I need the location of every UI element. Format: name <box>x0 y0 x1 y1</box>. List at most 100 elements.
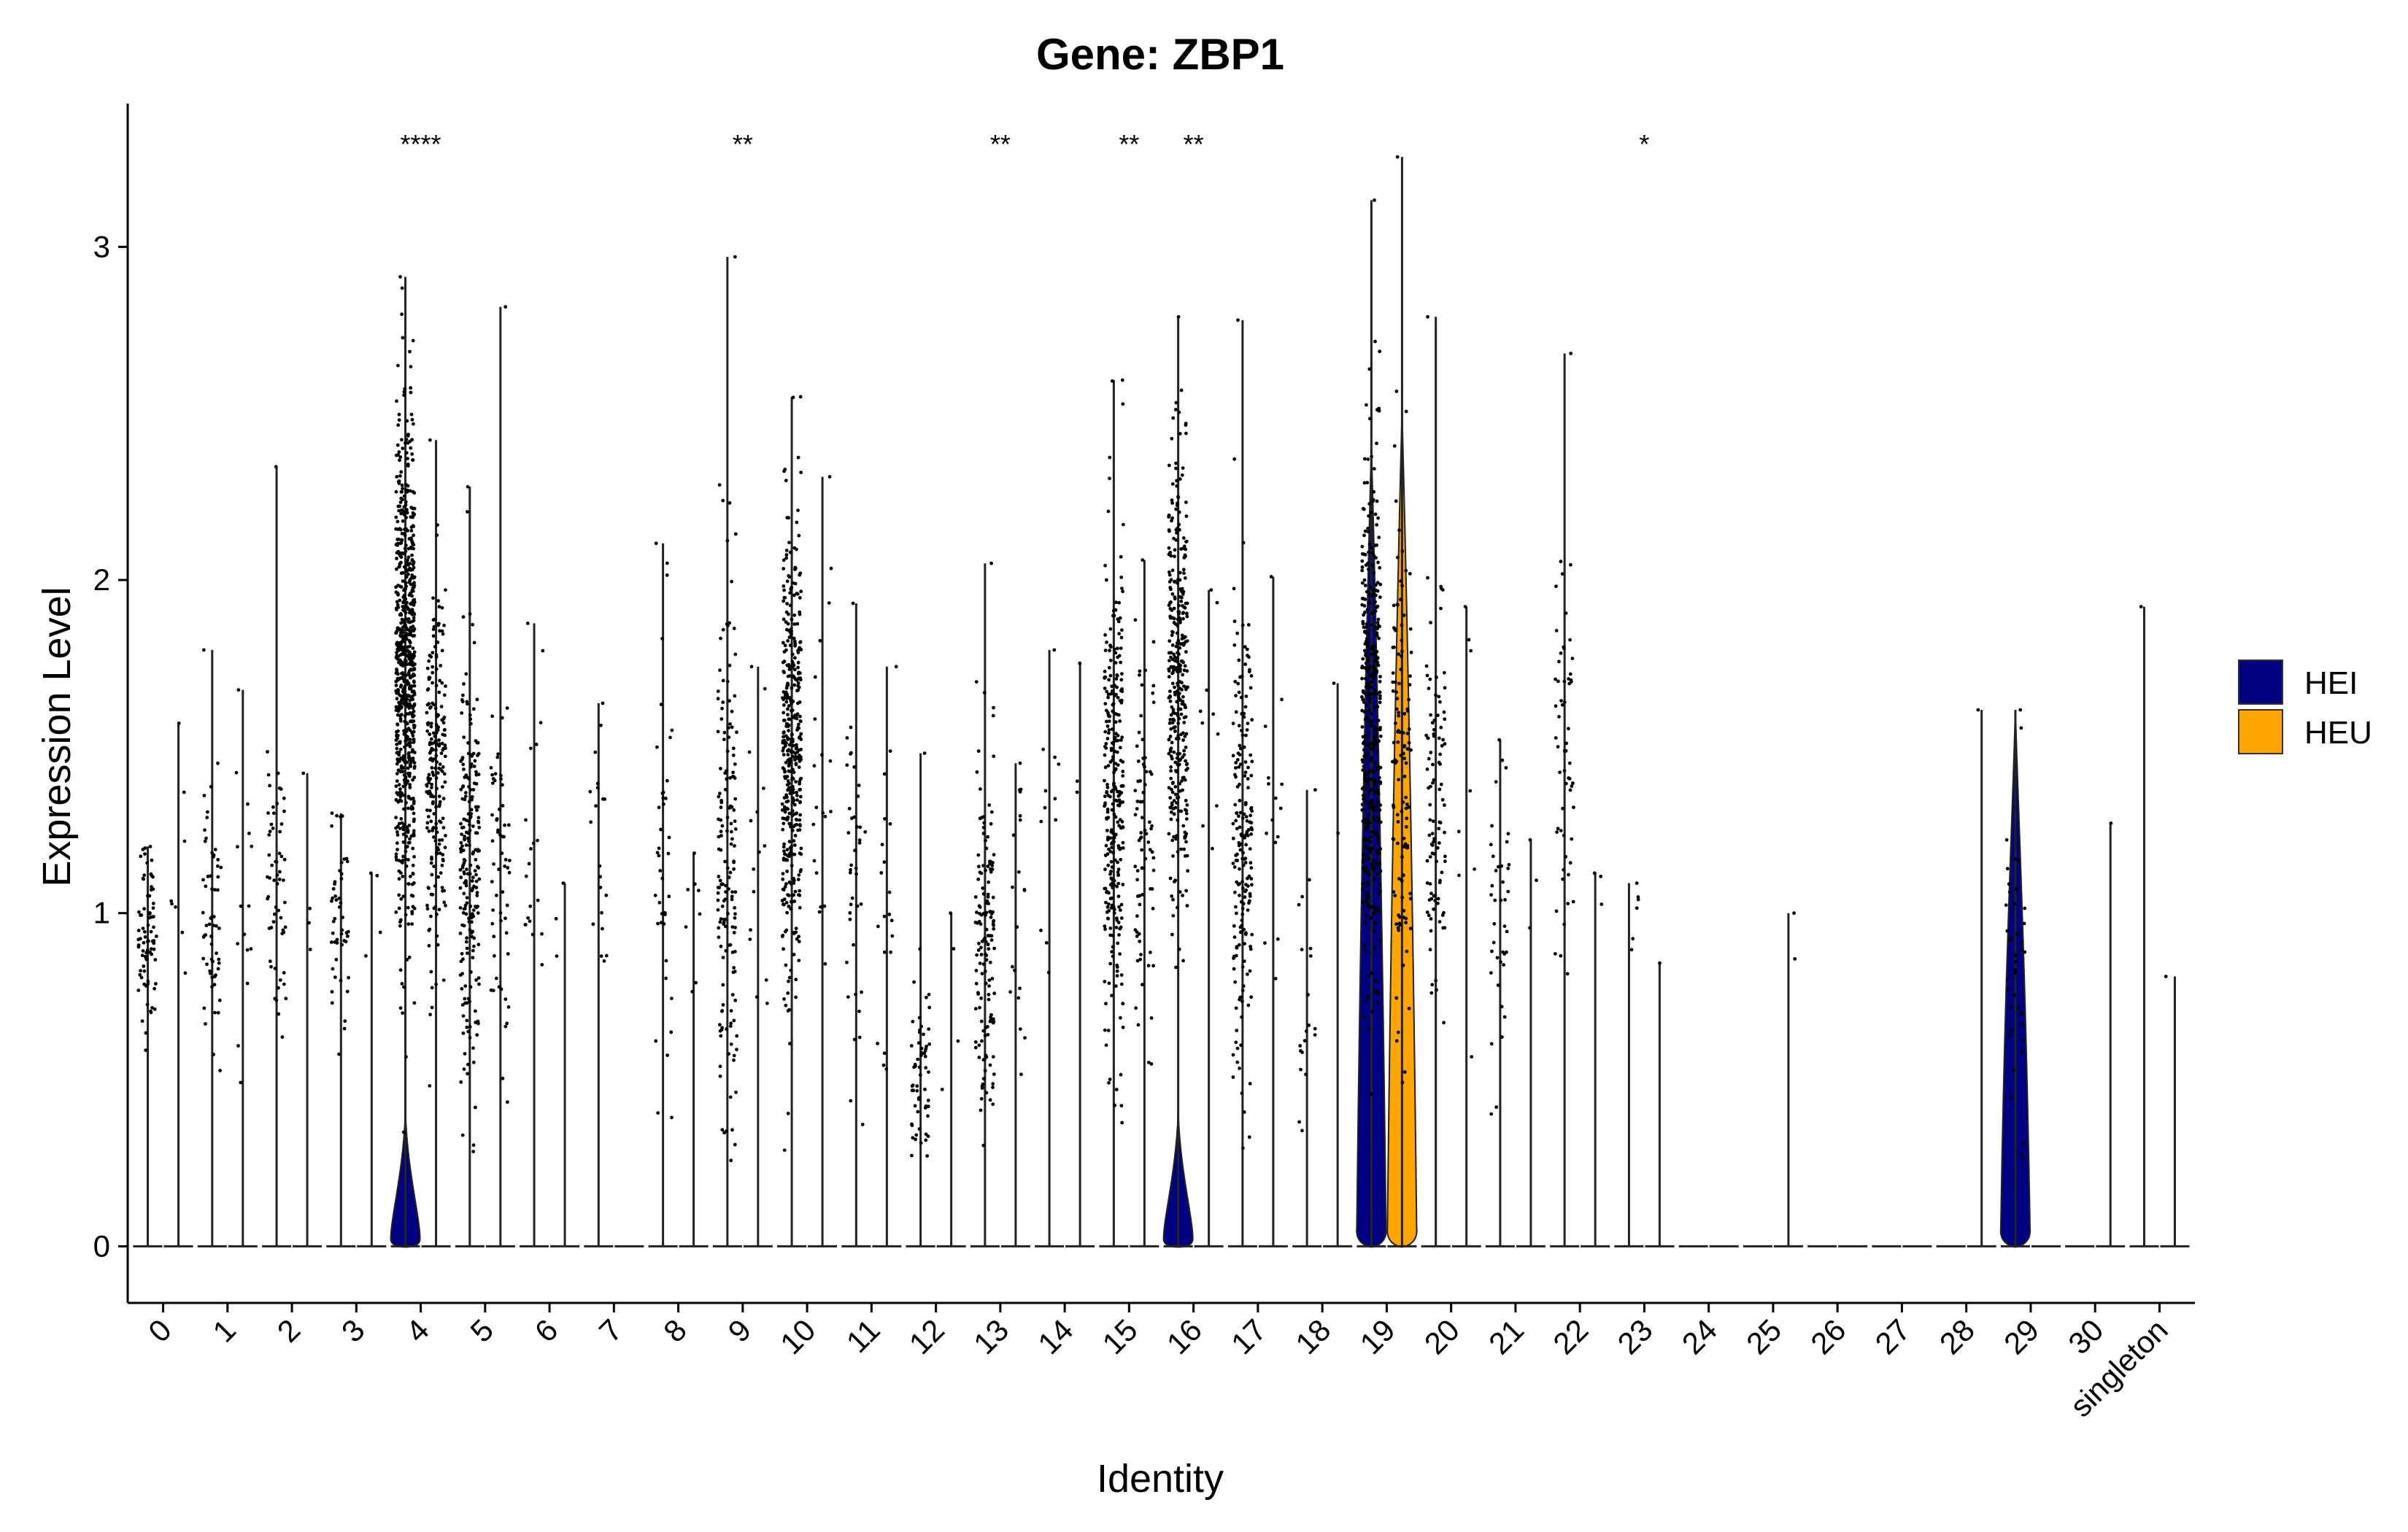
data-point <box>1489 843 1493 847</box>
data-point <box>1172 812 1176 816</box>
data-point <box>1107 665 1111 670</box>
data-point <box>1184 799 1188 802</box>
data-point <box>471 622 475 627</box>
data-point <box>988 1098 992 1102</box>
data-point <box>1374 909 1378 913</box>
data-point <box>1149 1016 1154 1020</box>
data-point <box>1112 614 1116 618</box>
data-point <box>1235 1046 1240 1051</box>
data-point <box>467 916 471 921</box>
data-point <box>1378 803 1383 808</box>
data-point <box>1170 519 1173 523</box>
data-point <box>730 897 734 902</box>
data-point <box>1367 568 1370 571</box>
data-point <box>396 800 401 804</box>
data-point <box>1242 745 1246 749</box>
data-point <box>784 793 788 797</box>
data-point <box>1108 794 1112 799</box>
data-point <box>601 926 604 931</box>
data-point <box>1171 717 1176 721</box>
data-point <box>410 452 414 456</box>
data-point <box>428 927 432 932</box>
data-point <box>821 811 825 815</box>
data-point <box>927 1005 932 1010</box>
data-point <box>1176 501 1179 506</box>
data-point <box>404 438 409 441</box>
data-point <box>1367 742 1372 746</box>
data-point <box>1105 808 1110 811</box>
data-point <box>1238 825 1242 829</box>
data-point <box>782 617 786 622</box>
data-point <box>1110 727 1114 732</box>
data-point <box>1405 816 1409 821</box>
data-point <box>975 770 979 774</box>
data-point <box>1148 770 1152 774</box>
data-point <box>1175 641 1179 645</box>
data-point <box>1109 842 1114 846</box>
data-point <box>503 305 508 309</box>
data-point <box>1008 990 1012 994</box>
data-point <box>338 869 341 873</box>
data-point <box>1368 840 1373 844</box>
data-point <box>782 690 786 694</box>
data-point <box>1566 902 1570 905</box>
data-point <box>403 533 407 538</box>
data-point <box>1151 640 1156 644</box>
data-point <box>476 773 481 776</box>
data-point <box>1240 999 1244 1003</box>
data-point <box>798 889 802 893</box>
data-point <box>1395 697 1400 700</box>
data-point <box>1107 719 1111 723</box>
data-point <box>474 1009 477 1013</box>
data-point <box>501 804 505 808</box>
data-point <box>983 1069 987 1072</box>
x-tick-label: 7 <box>593 1312 629 1349</box>
data-point <box>923 1054 927 1059</box>
data-point <box>475 808 479 812</box>
violin-22-HEU <box>1581 873 1610 1247</box>
data-point <box>500 851 504 856</box>
data-point <box>1117 654 1122 658</box>
data-point <box>986 892 990 897</box>
data-point <box>466 751 471 756</box>
data-point <box>1181 536 1186 540</box>
violin-18-HEU <box>1323 683 1353 1247</box>
data-point <box>404 673 408 678</box>
data-point <box>991 1082 995 1086</box>
data-point <box>851 601 855 606</box>
data-point <box>785 735 790 740</box>
data-point <box>408 771 412 775</box>
data-point <box>465 936 468 940</box>
data-point <box>411 863 415 867</box>
data-point <box>666 851 671 856</box>
data-point <box>404 451 409 455</box>
data-point <box>991 861 995 864</box>
data-point <box>395 600 399 604</box>
data-point <box>466 775 470 780</box>
data-point <box>1109 906 1114 910</box>
data-point <box>1367 802 1371 805</box>
data-point <box>1378 734 1383 738</box>
data-point <box>1378 808 1382 812</box>
data-point <box>913 1104 917 1108</box>
data-point <box>440 681 444 685</box>
data-point <box>1168 529 1171 533</box>
data-point <box>1562 700 1567 704</box>
data-point <box>798 641 802 644</box>
data-point <box>1467 638 1471 642</box>
data-point <box>664 797 668 800</box>
data-point <box>1366 631 1370 635</box>
data-point <box>279 787 283 792</box>
data-point <box>1248 969 1252 973</box>
data-point <box>216 967 220 971</box>
data-point <box>1427 757 1431 761</box>
data-point <box>395 833 400 837</box>
data-point <box>1373 543 1378 548</box>
data-point <box>1424 733 1429 738</box>
data-point <box>1119 646 1123 650</box>
data-point <box>1120 687 1124 691</box>
data-point <box>1405 707 1410 711</box>
data-point <box>433 839 438 843</box>
data-point <box>1554 584 1558 589</box>
data-point <box>924 1047 928 1051</box>
